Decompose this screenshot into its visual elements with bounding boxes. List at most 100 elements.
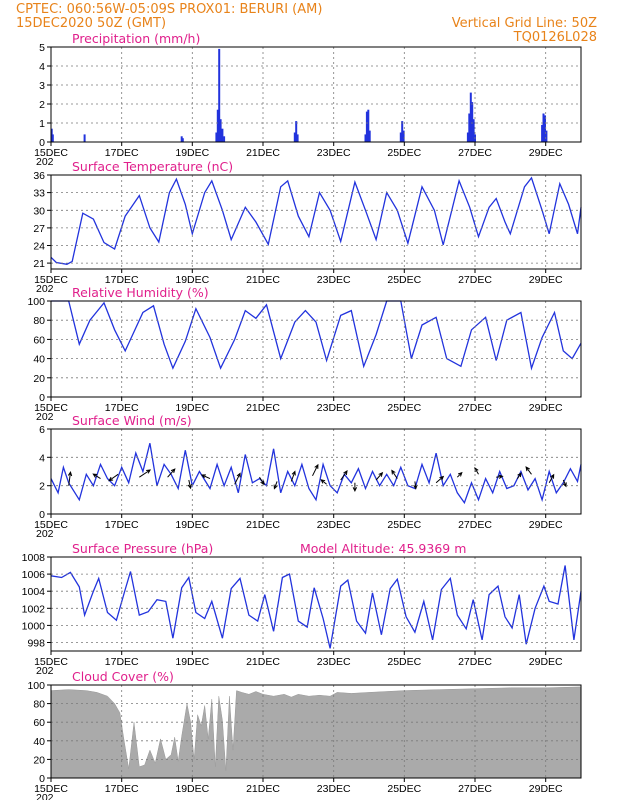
panel-title: Surface Wind (m/s) [72, 413, 192, 428]
x-tick-label: 27DEC [458, 147, 492, 159]
panel-2: 0 20 40 60 80 100 15DEC 17DEC 19DEC 21DEC 23DEC 25D… [27, 285, 582, 423]
x-tick-label: 23DEC [317, 783, 351, 795]
x-tick-label: 27DEC [458, 656, 492, 668]
x-tick-label: 17DEC [105, 519, 139, 531]
y-tick-label: 20 [33, 373, 45, 385]
header-line1: CPTEC: 060:56W-05:09S PROX01: BERURI (AM… [16, 2, 322, 17]
precip-bar [216, 109, 219, 142]
precip-bar [364, 134, 367, 142]
y-tick-label: 0 [39, 392, 45, 404]
x-tick-label: 25DEC [387, 147, 421, 159]
precip-bar [542, 113, 545, 142]
wind-arrow [108, 473, 119, 482]
y-tick-label: 0 [39, 773, 45, 785]
y-tick-label: 21 [33, 258, 45, 270]
x-tick-label: 23DEC [317, 519, 351, 531]
x-tick-label: 15DEC [34, 274, 68, 286]
panel-title: Surface Pressure (hPa) [72, 541, 213, 556]
panel-title: Relative Humidity (%) [72, 285, 209, 300]
y-tick-label: 4 [39, 61, 45, 73]
precip-bar [223, 136, 226, 142]
panel-frame [50, 556, 582, 652]
y-tick-label: 5 [39, 42, 45, 54]
x-tick-label: 27DEC [458, 274, 492, 286]
x-tick-label: 27DEC [458, 783, 492, 795]
year-fragment: 202 [36, 665, 54, 677]
precip-bar [544, 115, 546, 142]
y-tick-label: 40 [33, 736, 45, 748]
y-tick-label: 2 [39, 481, 45, 493]
series-line-2 [51, 300, 582, 371]
x-tick-label: 17DEC [105, 274, 139, 286]
y-tick-label: 4 [39, 452, 45, 464]
y-tick-label: 1004 [22, 586, 46, 598]
x-tick-label: 19DEC [175, 147, 209, 159]
wind-arrow [474, 466, 479, 475]
precip-bar [221, 128, 224, 142]
precip-bar [295, 121, 298, 142]
y-tick-label: 60 [33, 334, 45, 346]
precip-bar [215, 132, 218, 142]
wind-arrow [456, 471, 463, 478]
wind-arrow [139, 469, 152, 478]
x-tick-label: 29DEC [529, 656, 563, 668]
x-tick-label: 23DEC [317, 147, 351, 159]
year-fragment: 202 [36, 411, 54, 423]
x-tick-label: 21DEC [246, 274, 280, 286]
precip-bar [402, 130, 405, 142]
precip-bar [368, 130, 371, 142]
wind-arrow [312, 463, 319, 477]
x-tick-label: 29DEC [529, 402, 563, 414]
panel-title: Surface Temperature (nC) [72, 159, 233, 174]
panel-frame [50, 300, 582, 398]
y-tick-label: 33 [33, 188, 45, 200]
y-tick-label: 2 [39, 99, 45, 111]
precip-bar [468, 113, 471, 142]
y-tick-label: 1 [39, 118, 45, 130]
y-tick-label: 100 [27, 680, 45, 692]
x-tick-label: 21DEC [246, 147, 280, 159]
wind-arrow [167, 468, 176, 478]
wind-arrow [290, 470, 296, 482]
panel-title: Precipitation (mm/h) [72, 31, 200, 46]
panel-frame [50, 46, 582, 143]
y-tick-label: 1008 [22, 552, 46, 564]
x-tick-label: 29DEC [529, 274, 563, 286]
y-tick-label: 60 [33, 717, 45, 729]
wind-arrow [320, 479, 327, 485]
precip-bar [218, 48, 221, 142]
wind-arrow [548, 473, 555, 484]
precip-bar [472, 119, 475, 142]
x-tick-label: 23DEC [317, 274, 351, 286]
wind-arrow [273, 481, 278, 490]
x-tick-label: 29DEC [529, 147, 563, 159]
precip-bar [181, 138, 184, 142]
precip-bar [471, 102, 474, 142]
x-tick-label: 23DEC [317, 402, 351, 414]
wind-arrow [435, 475, 445, 484]
wind-arrow [352, 482, 358, 493]
wind-arrow [375, 471, 384, 481]
panel-frame [50, 428, 582, 515]
x-tick-label: 21DEC [246, 402, 280, 414]
y-tick-label: 3 [39, 80, 45, 92]
x-tick-label: 27DEC [458, 519, 492, 531]
wind-arrow [562, 479, 567, 488]
series-line-1 [50, 176, 582, 265]
x-tick-label: 15DEC [34, 656, 68, 668]
precip-bar [466, 132, 469, 142]
panel-title: Cloud Cover (%) [72, 669, 174, 684]
wind-arrow [496, 474, 504, 479]
year-fragment: 202 [36, 528, 54, 540]
x-tick-label: 25DEC [387, 519, 421, 531]
y-tick-label: 1002 [22, 603, 46, 615]
precip-bar [367, 109, 370, 142]
precip-bar [365, 111, 368, 142]
precip-bar [545, 130, 548, 142]
wind-arrow [516, 472, 522, 479]
x-tick-label: 25DEC [387, 274, 421, 286]
x-tick-label: 23DEC [317, 656, 351, 668]
series-line-3 [50, 443, 582, 505]
x-tick-label: 19DEC [175, 274, 209, 286]
